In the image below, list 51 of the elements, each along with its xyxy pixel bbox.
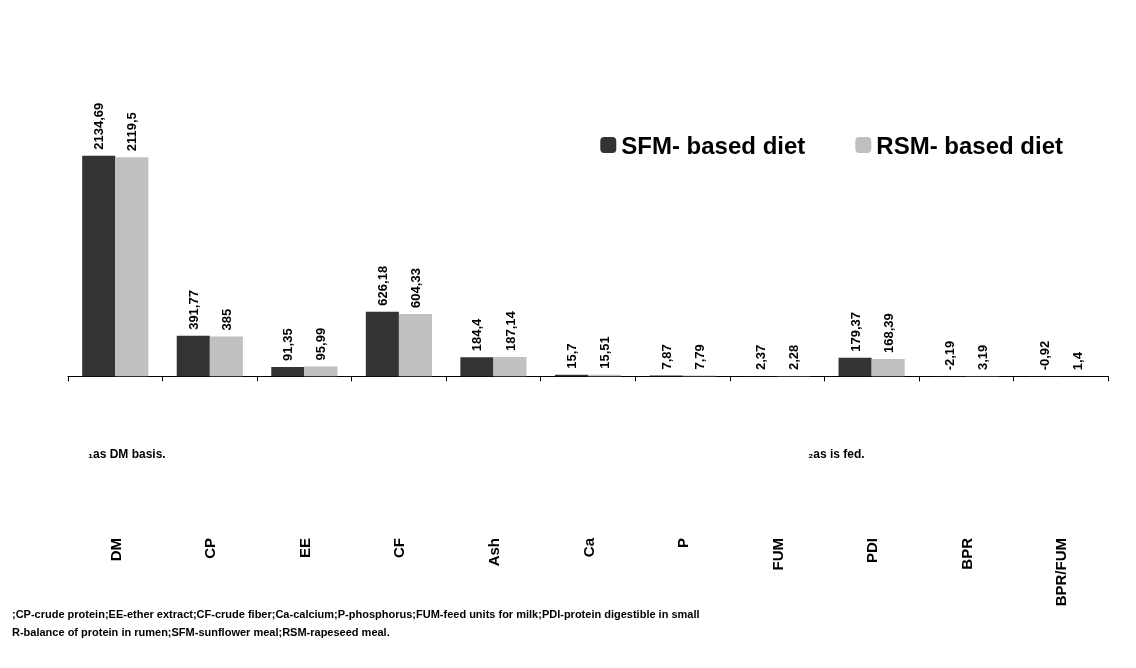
bar bbox=[871, 358, 905, 377]
bar bbox=[493, 357, 527, 377]
data-label: 15,7 bbox=[563, 343, 579, 369]
x-tick-label: CF bbox=[390, 538, 408, 558]
data-label: 91,35 bbox=[280, 328, 296, 361]
text: ₂as is fed. bbox=[808, 447, 865, 461]
legend-label: RSM- based diet bbox=[876, 131, 1064, 159]
bar bbox=[838, 357, 872, 377]
x-tick-label: CP bbox=[201, 538, 219, 559]
data-label: 179,37 bbox=[847, 312, 863, 352]
x-tick-label: PDI bbox=[863, 538, 881, 564]
data-label: 15,51 bbox=[597, 336, 613, 369]
x-tick-label: P bbox=[674, 538, 692, 549]
data-label: 184,4 bbox=[469, 317, 485, 352]
bar bbox=[176, 335, 210, 377]
data-label: 168,39 bbox=[880, 313, 896, 353]
data-label: 3,19 bbox=[975, 344, 991, 370]
x-tick-label: DM bbox=[106, 538, 124, 562]
data-label: 385 bbox=[218, 308, 234, 331]
x-tick-label: Ca bbox=[579, 537, 597, 558]
x-tick-label: BPR bbox=[957, 537, 975, 570]
bar bbox=[304, 366, 338, 377]
bar bbox=[115, 157, 149, 377]
text: R-balance of protein in rumen;SFM-sunflower meal;RSM-rapeseed meal. bbox=[12, 625, 390, 638]
data-label: 1,4 bbox=[1069, 351, 1085, 371]
data-label: 7,79 bbox=[691, 344, 707, 370]
data-label: 2134,69 bbox=[91, 102, 107, 150]
text: ₁as DM basis. bbox=[88, 447, 166, 461]
data-label: 626,18 bbox=[374, 265, 390, 306]
x-tick-label: EE bbox=[295, 538, 313, 559]
bar bbox=[209, 336, 243, 377]
bar bbox=[271, 366, 305, 377]
data-label: 2,28 bbox=[786, 344, 802, 371]
bar bbox=[460, 357, 494, 377]
data-label: 187,14 bbox=[502, 310, 518, 351]
data-label: 391,77 bbox=[185, 290, 201, 330]
bar bbox=[398, 313, 432, 377]
x-tick-label: FUM bbox=[768, 538, 786, 571]
data-label: 604,33 bbox=[407, 268, 423, 308]
legend-label: SFM- based diet bbox=[621, 131, 806, 159]
bar bbox=[82, 155, 116, 377]
x-tick-label: BPR/FUM bbox=[1052, 538, 1070, 607]
text: ;CP-crude protein;EE-ether extract;CF-crude fiber;Ca-calcium;P-phosphorus;FUM-feed units for milk;PDI-protein digestible in small bbox=[12, 607, 700, 620]
data-label: 2119,5 bbox=[124, 112, 140, 152]
x-tick-label: Ash bbox=[484, 538, 502, 567]
data-label: -0,92 bbox=[1036, 340, 1052, 371]
data-label: 95,99 bbox=[313, 327, 329, 361]
data-label: 2,37 bbox=[753, 344, 769, 371]
data-label: -2,19 bbox=[942, 340, 958, 371]
data-label: 7,87 bbox=[658, 344, 674, 370]
bar bbox=[365, 311, 399, 377]
